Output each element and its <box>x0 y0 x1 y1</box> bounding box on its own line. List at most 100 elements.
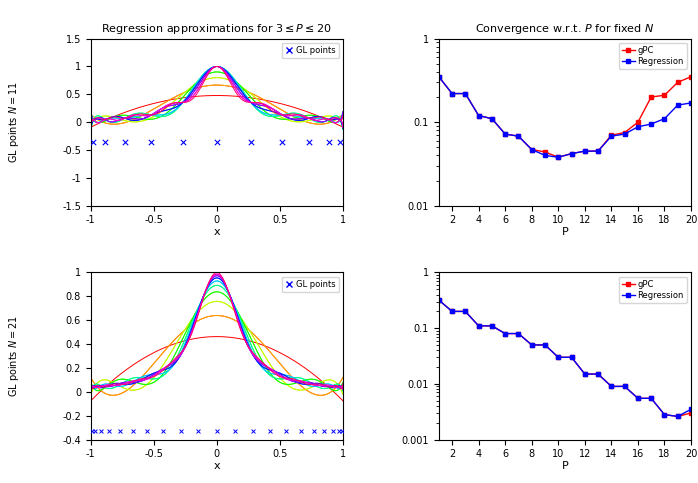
gPC <box>501 331 510 337</box>
Regression <box>541 342 549 348</box>
gPC <box>607 132 616 138</box>
gPC <box>488 323 496 329</box>
gPC <box>488 116 496 122</box>
gPC <box>501 131 510 137</box>
Regression <box>647 121 655 127</box>
Regression <box>674 413 682 419</box>
Regression <box>528 342 536 348</box>
Regression <box>488 323 496 329</box>
gPC <box>634 396 642 401</box>
Regression <box>514 133 523 139</box>
gPC <box>621 130 629 136</box>
gPC <box>621 384 629 389</box>
Legend: GL points: GL points <box>282 43 339 58</box>
Regression <box>647 396 655 401</box>
Line: Regression: Regression <box>437 75 693 159</box>
Regression <box>554 355 563 360</box>
Point <box>99 138 110 145</box>
gPC <box>660 412 669 417</box>
gPC <box>528 147 536 153</box>
gPC <box>461 91 470 97</box>
Point <box>265 427 276 435</box>
Regression <box>567 355 576 360</box>
Point <box>304 138 315 145</box>
gPC <box>514 331 523 337</box>
Point <box>193 427 204 435</box>
Regression <box>541 153 549 158</box>
Line: Regression: Regression <box>437 298 693 418</box>
Point <box>175 427 186 435</box>
Point <box>119 138 131 145</box>
gPC <box>674 413 682 419</box>
Regression <box>581 371 589 377</box>
Point <box>127 427 138 435</box>
Point <box>309 427 320 435</box>
Regression <box>501 131 510 137</box>
Regression <box>501 331 510 337</box>
gPC <box>567 151 576 156</box>
Regression <box>435 297 443 303</box>
Point <box>327 427 339 435</box>
gPC <box>581 148 589 154</box>
gPC <box>435 297 443 303</box>
Regression <box>581 148 589 154</box>
Regression <box>475 323 483 329</box>
Regression <box>607 133 616 139</box>
Point <box>319 427 330 435</box>
gPC <box>607 384 616 389</box>
Point <box>323 138 334 145</box>
Regression <box>634 124 642 130</box>
Text: GL points $N = 21$: GL points $N = 21$ <box>7 315 21 397</box>
Regression <box>567 151 576 156</box>
Point <box>281 427 292 435</box>
gPC <box>514 133 523 139</box>
Text: GL points $N = 11$: GL points $N = 11$ <box>7 81 21 163</box>
Point <box>295 427 306 435</box>
Regression <box>687 100 695 106</box>
Line: gPC: gPC <box>437 298 693 418</box>
gPC <box>461 309 470 314</box>
Regression <box>674 102 682 108</box>
Point <box>276 138 288 145</box>
Point <box>245 138 256 145</box>
Point <box>146 138 157 145</box>
gPC <box>475 323 483 329</box>
gPC <box>687 410 695 416</box>
gPC <box>647 94 655 100</box>
Regression <box>448 91 456 97</box>
Legend: GL points: GL points <box>282 277 339 292</box>
Text: Convergence w.r.t. $P$ for fixed $N$: Convergence w.r.t. $P$ for fixed $N$ <box>475 22 655 36</box>
Regression <box>660 116 669 122</box>
Regression <box>554 155 563 160</box>
gPC <box>435 74 443 80</box>
Legend: gPC, Regression: gPC, Regression <box>619 277 687 303</box>
Point <box>248 427 259 435</box>
gPC <box>674 79 682 85</box>
Point <box>114 427 126 435</box>
gPC <box>554 155 563 160</box>
Point <box>89 427 101 435</box>
gPC <box>594 371 602 377</box>
Regression <box>448 309 456 314</box>
Point <box>211 138 223 145</box>
Point <box>211 427 223 435</box>
gPC <box>567 355 576 360</box>
Point <box>158 427 169 435</box>
Regression <box>621 131 629 137</box>
Regression <box>594 148 602 154</box>
gPC <box>541 149 549 155</box>
Legend: gPC, Regression: gPC, Regression <box>619 43 687 69</box>
Regression <box>660 412 669 417</box>
gPC <box>594 148 602 154</box>
X-axis label: P: P <box>561 461 568 470</box>
Regression <box>594 371 602 377</box>
gPC <box>475 113 483 118</box>
Point <box>86 427 97 435</box>
Point <box>177 138 188 145</box>
Regression <box>621 384 629 389</box>
gPC <box>634 119 642 125</box>
gPC <box>687 74 695 80</box>
gPC <box>528 342 536 348</box>
gPC <box>581 371 589 377</box>
X-axis label: P: P <box>561 227 568 237</box>
